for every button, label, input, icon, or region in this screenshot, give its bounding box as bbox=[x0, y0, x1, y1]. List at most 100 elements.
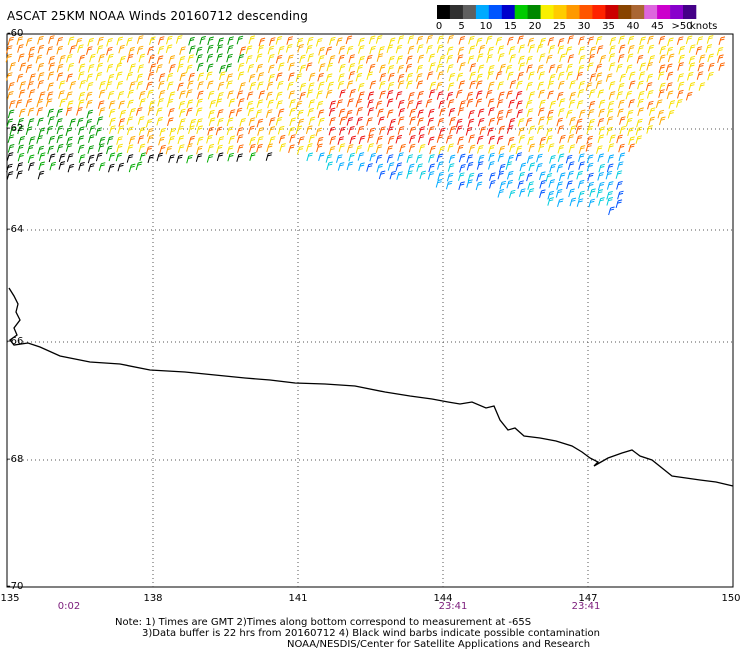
wind-barb bbox=[86, 82, 94, 91]
wind-barb bbox=[128, 163, 136, 173]
wind-barb bbox=[527, 188, 535, 197]
wind-barb bbox=[197, 90, 204, 100]
wind-barb bbox=[567, 170, 574, 180]
wind-barb bbox=[288, 62, 295, 71]
wind-barb bbox=[519, 162, 527, 172]
wind-barb bbox=[85, 118, 93, 128]
wind-barb bbox=[56, 108, 63, 118]
wind-barb bbox=[658, 64, 666, 74]
wind-barb bbox=[488, 161, 495, 170]
wind-barb bbox=[475, 181, 483, 191]
wind-barb bbox=[109, 117, 116, 127]
wind-barb bbox=[527, 181, 534, 190]
wind-barb bbox=[239, 118, 246, 127]
wind-barb bbox=[388, 37, 396, 47]
wind-barb bbox=[307, 107, 315, 117]
wind-barb bbox=[379, 90, 386, 100]
wind-barb bbox=[428, 89, 436, 98]
wind-barb bbox=[437, 117, 445, 127]
wind-barb bbox=[585, 82, 593, 91]
wind-barb bbox=[136, 73, 143, 83]
wind-barb bbox=[516, 109, 524, 118]
wind-barb bbox=[677, 89, 684, 99]
wind-barb bbox=[157, 45, 165, 55]
wind-barb bbox=[569, 197, 577, 207]
wind-barb bbox=[77, 44, 84, 53]
wind-barb bbox=[98, 162, 106, 171]
wind-barb bbox=[236, 127, 244, 136]
wind-barb bbox=[117, 162, 125, 172]
wind-barb bbox=[145, 118, 153, 128]
wind-barb bbox=[517, 35, 524, 45]
wind-barb bbox=[578, 36, 585, 45]
wind-barb bbox=[27, 118, 35, 127]
wind-barb bbox=[418, 126, 426, 135]
wind-barb bbox=[445, 134, 453, 144]
wind-barb bbox=[566, 63, 573, 73]
wind-barb bbox=[176, 63, 184, 73]
wind-barb bbox=[416, 64, 423, 74]
wind-barb bbox=[339, 126, 346, 136]
wind-barb bbox=[117, 125, 125, 134]
wind-barb bbox=[685, 91, 693, 101]
wind-barb bbox=[268, 37, 276, 46]
wind-barb bbox=[537, 125, 544, 134]
wind-barb bbox=[475, 80, 483, 90]
wind-barb bbox=[657, 71, 665, 81]
wind-barb bbox=[179, 46, 186, 55]
wind-barb bbox=[166, 98, 174, 108]
wind-barb bbox=[648, 55, 656, 64]
wind-barb bbox=[457, 144, 464, 154]
wind-barb bbox=[197, 72, 205, 82]
wind-barb bbox=[406, 72, 413, 82]
wind-barb bbox=[66, 73, 73, 83]
wind-barb bbox=[256, 118, 264, 128]
wind-barb bbox=[206, 53, 214, 63]
wind-barb bbox=[6, 152, 14, 161]
wind-barb bbox=[228, 98, 236, 108]
wind-barb bbox=[428, 163, 435, 173]
wind-barb bbox=[126, 71, 133, 81]
wind-barb bbox=[86, 99, 93, 109]
wind-barb bbox=[427, 136, 435, 146]
wind-barb bbox=[446, 46, 454, 56]
wind-barb bbox=[526, 172, 533, 182]
wind-barb bbox=[216, 53, 223, 63]
wind-barb bbox=[285, 44, 293, 53]
wind-barb bbox=[277, 62, 285, 72]
wind-barb bbox=[446, 91, 454, 101]
color-scale-label: 20 bbox=[528, 21, 542, 32]
color-scale-swatch bbox=[540, 5, 554, 19]
wind-barb bbox=[517, 71, 524, 81]
wind-barb bbox=[528, 71, 535, 80]
wind-barb bbox=[187, 54, 195, 63]
wind-barb bbox=[599, 55, 607, 64]
wind-barb bbox=[637, 45, 644, 54]
wind-barb bbox=[526, 81, 533, 91]
wind-barb bbox=[626, 53, 634, 63]
wind-barb bbox=[5, 45, 13, 54]
note-line: Note: 1) Times are GMT 2)Times along bot… bbox=[115, 617, 532, 628]
wind-barb bbox=[58, 161, 66, 170]
wind-barb bbox=[196, 145, 203, 155]
wind-barb bbox=[129, 63, 136, 72]
wind-barb bbox=[179, 118, 186, 127]
wind-barb bbox=[379, 80, 386, 90]
wind-barb bbox=[107, 73, 115, 83]
wind-barb bbox=[578, 153, 585, 162]
wind-barb bbox=[667, 53, 675, 63]
wind-barb bbox=[46, 46, 54, 55]
wind-barb bbox=[6, 72, 13, 81]
wind-barb bbox=[115, 62, 123, 72]
wind-barb bbox=[115, 152, 123, 162]
wind-barb bbox=[489, 180, 496, 189]
wind-barb bbox=[48, 116, 55, 125]
wind-barb bbox=[99, 80, 106, 90]
wind-barb bbox=[468, 144, 476, 154]
wind-barb bbox=[66, 54, 73, 63]
wind-barb bbox=[547, 143, 555, 152]
wind-barb bbox=[386, 109, 394, 119]
latitude-label: -64 bbox=[7, 224, 24, 235]
wind-barb bbox=[598, 126, 606, 135]
wind-barb bbox=[67, 163, 75, 173]
